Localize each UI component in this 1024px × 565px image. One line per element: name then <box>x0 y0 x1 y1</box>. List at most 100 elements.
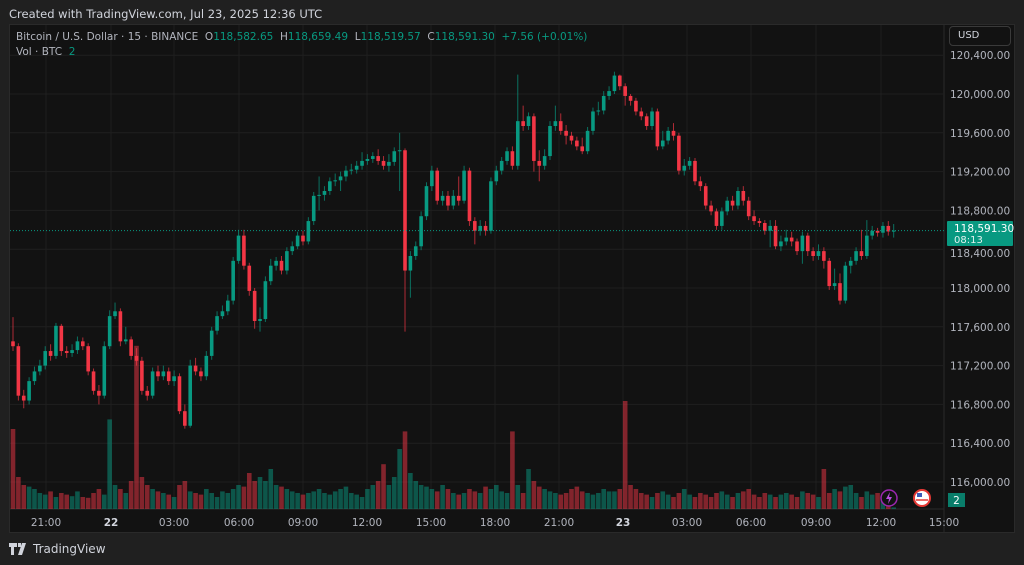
candle-body <box>467 170 472 222</box>
candle-body <box>596 110 601 112</box>
candle <box>301 230 305 246</box>
lightning-event-icon[interactable] <box>880 489 898 507</box>
volume-bar <box>171 497 177 509</box>
volume-bar <box>757 497 762 509</box>
volume-bar <box>859 497 864 509</box>
candle-body <box>698 181 703 187</box>
candle-body <box>741 191 746 201</box>
symbol-title[interactable]: Bitcoin / U.S. Dollar · 15 · BINANCE <box>16 31 199 43</box>
candle <box>370 152 375 163</box>
candle <box>279 255 284 275</box>
volume-bar <box>601 489 606 509</box>
candle-body <box>451 195 456 206</box>
candlestick-chart[interactable]: 120,400.00 120,000.00 119,600.00 119,200.00… <box>10 25 1015 533</box>
candle <box>328 177 332 195</box>
candle-body <box>188 365 193 426</box>
currency-button[interactable]: USD <box>949 26 1011 46</box>
volume-bar <box>354 494 359 509</box>
time-tick-label: 03:00 <box>159 517 189 529</box>
candle-body <box>376 156 380 161</box>
candle <box>392 147 397 166</box>
candle-body <box>204 355 209 377</box>
volume-bar <box>365 489 370 509</box>
candle-body <box>311 195 316 222</box>
candle-body <box>215 316 219 331</box>
candle <box>451 190 456 210</box>
candle <box>789 231 794 247</box>
volume-bar <box>488 489 494 509</box>
candle <box>859 229 864 260</box>
volume-bar <box>322 493 327 509</box>
candle-body <box>773 225 778 247</box>
candle-body <box>199 371 203 377</box>
candle <box>725 196 730 216</box>
candle-body <box>446 195 450 206</box>
volume-label[interactable]: Vol · BTC <box>16 46 63 58</box>
candle <box>413 241 418 260</box>
candle <box>752 210 756 225</box>
candle <box>172 370 176 386</box>
open-label: O <box>204 31 214 43</box>
candle-body <box>183 411 187 426</box>
volume-bar <box>241 486 247 509</box>
volume-bar <box>182 481 188 509</box>
candle <box>822 247 826 269</box>
candle-body <box>360 160 364 166</box>
candle-body <box>800 235 805 252</box>
candle-body <box>838 283 842 301</box>
volume-bar <box>558 494 564 509</box>
candle <box>344 165 348 182</box>
candle <box>741 186 746 206</box>
candle <box>800 231 805 264</box>
candle <box>505 147 509 165</box>
chart-frame[interactable]: 120,400.00 120,000.00 119,600.00 119,200.00… <box>9 24 1015 533</box>
open-value: 118,582.65 <box>213 31 274 43</box>
candle <box>650 107 654 130</box>
volume-bar <box>596 493 601 509</box>
candle <box>446 191 450 211</box>
candle-body <box>252 290 257 321</box>
volume-bar <box>413 481 419 509</box>
volume-bar <box>767 494 773 509</box>
candle-body <box>575 140 579 147</box>
volume-bar <box>826 493 832 509</box>
candle <box>564 125 568 145</box>
candle <box>848 256 853 274</box>
candle <box>43 346 48 370</box>
volume-bar <box>370 485 376 509</box>
candle-body <box>21 395 26 401</box>
volume-bar <box>461 493 467 509</box>
candle <box>478 220 482 236</box>
us-flag-event-icon[interactable] <box>913 489 931 507</box>
candle <box>86 343 90 376</box>
candle-body <box>639 111 644 117</box>
candle <box>16 343 21 401</box>
candle-body <box>295 235 300 247</box>
candle <box>816 244 821 260</box>
candle-body <box>172 376 176 382</box>
candle-body <box>682 165 687 171</box>
candle-body <box>720 211 724 226</box>
candle-body <box>97 390 101 396</box>
volume-bar <box>123 493 129 509</box>
flag-circle <box>913 489 931 507</box>
candle <box>575 136 579 151</box>
volume-bar <box>692 497 698 509</box>
candle-body <box>763 223 767 231</box>
current-price-box <box>947 221 1013 246</box>
volume-bar <box>338 489 343 509</box>
candle <box>64 346 69 358</box>
volume-bar <box>456 494 462 509</box>
low-value: 118,519.57 <box>360 31 421 43</box>
volume-bar <box>193 493 198 509</box>
volume-bar <box>424 486 429 509</box>
volume-bar <box>810 494 816 509</box>
candle <box>252 288 257 329</box>
candle-body <box>48 351 53 356</box>
price-tick-label: 117,200.00 <box>950 361 1010 373</box>
candle <box>156 365 160 382</box>
candle-body <box>784 237 789 242</box>
current-volume-value: 2 <box>953 495 960 507</box>
candle <box>75 336 80 354</box>
candle <box>655 108 660 151</box>
